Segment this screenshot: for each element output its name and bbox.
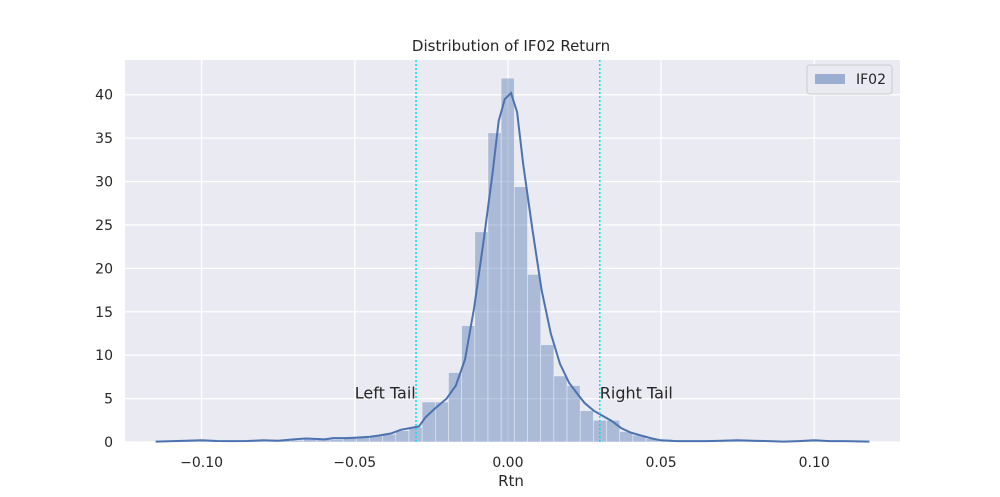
y-tick-label: 20 <box>95 261 113 277</box>
legend-swatch <box>815 74 845 84</box>
histogram-bar <box>435 401 449 443</box>
histogram-bar <box>500 77 515 443</box>
y-tick-label: 40 <box>95 88 113 104</box>
legend-label: IF02 <box>856 72 886 88</box>
histogram-bar <box>514 186 528 443</box>
y-tick-label: 5 <box>104 392 113 408</box>
x-tick-label: −0.10 <box>180 455 223 471</box>
histogram-bar <box>395 430 410 443</box>
histogram-bar <box>527 274 541 443</box>
y-tick-label: 35 <box>95 131 113 147</box>
histogram-bar <box>540 344 555 443</box>
y-tick-label: 25 <box>95 218 113 234</box>
histogram-bar <box>606 419 621 443</box>
legend: IF02 <box>806 64 893 95</box>
legend-box <box>806 64 893 95</box>
left-tail-label: Left Tail <box>355 384 416 403</box>
x-tick-label: 0.00 <box>492 455 523 471</box>
tail-lines: Left Tail Right Tail <box>355 60 673 442</box>
y-tick-label: 10 <box>95 348 113 364</box>
y-axis-ticks: 0 5 10 15 20 25 30 35 40 <box>95 88 113 451</box>
histogram-bar <box>421 401 436 443</box>
histogram-bar <box>593 419 607 443</box>
y-tick-label: 30 <box>95 175 113 191</box>
x-tick-label: 0.05 <box>645 455 676 471</box>
histogram-bar <box>290 439 304 443</box>
x-axis-label: Rtn <box>498 472 524 490</box>
right-tail-label: Right Tail <box>600 384 673 403</box>
kde-curve <box>155 91 870 443</box>
x-tick-label: 0.10 <box>799 455 830 471</box>
histogram-bar <box>448 372 462 443</box>
y-tick-label: 0 <box>104 435 113 451</box>
histogram-bar <box>579 410 594 443</box>
chart-title: Distribution of IF02 Return <box>412 37 610 55</box>
histogram-bar <box>487 132 502 443</box>
histogram-bar <box>329 439 344 443</box>
plot-area <box>125 60 900 442</box>
x-axis-ticks: −0.10 −0.05 0.00 0.05 0.10 <box>180 455 830 471</box>
y-tick-label: 15 <box>95 305 113 321</box>
x-tick-label: −0.05 <box>333 455 376 471</box>
histogram-bar <box>553 375 568 443</box>
